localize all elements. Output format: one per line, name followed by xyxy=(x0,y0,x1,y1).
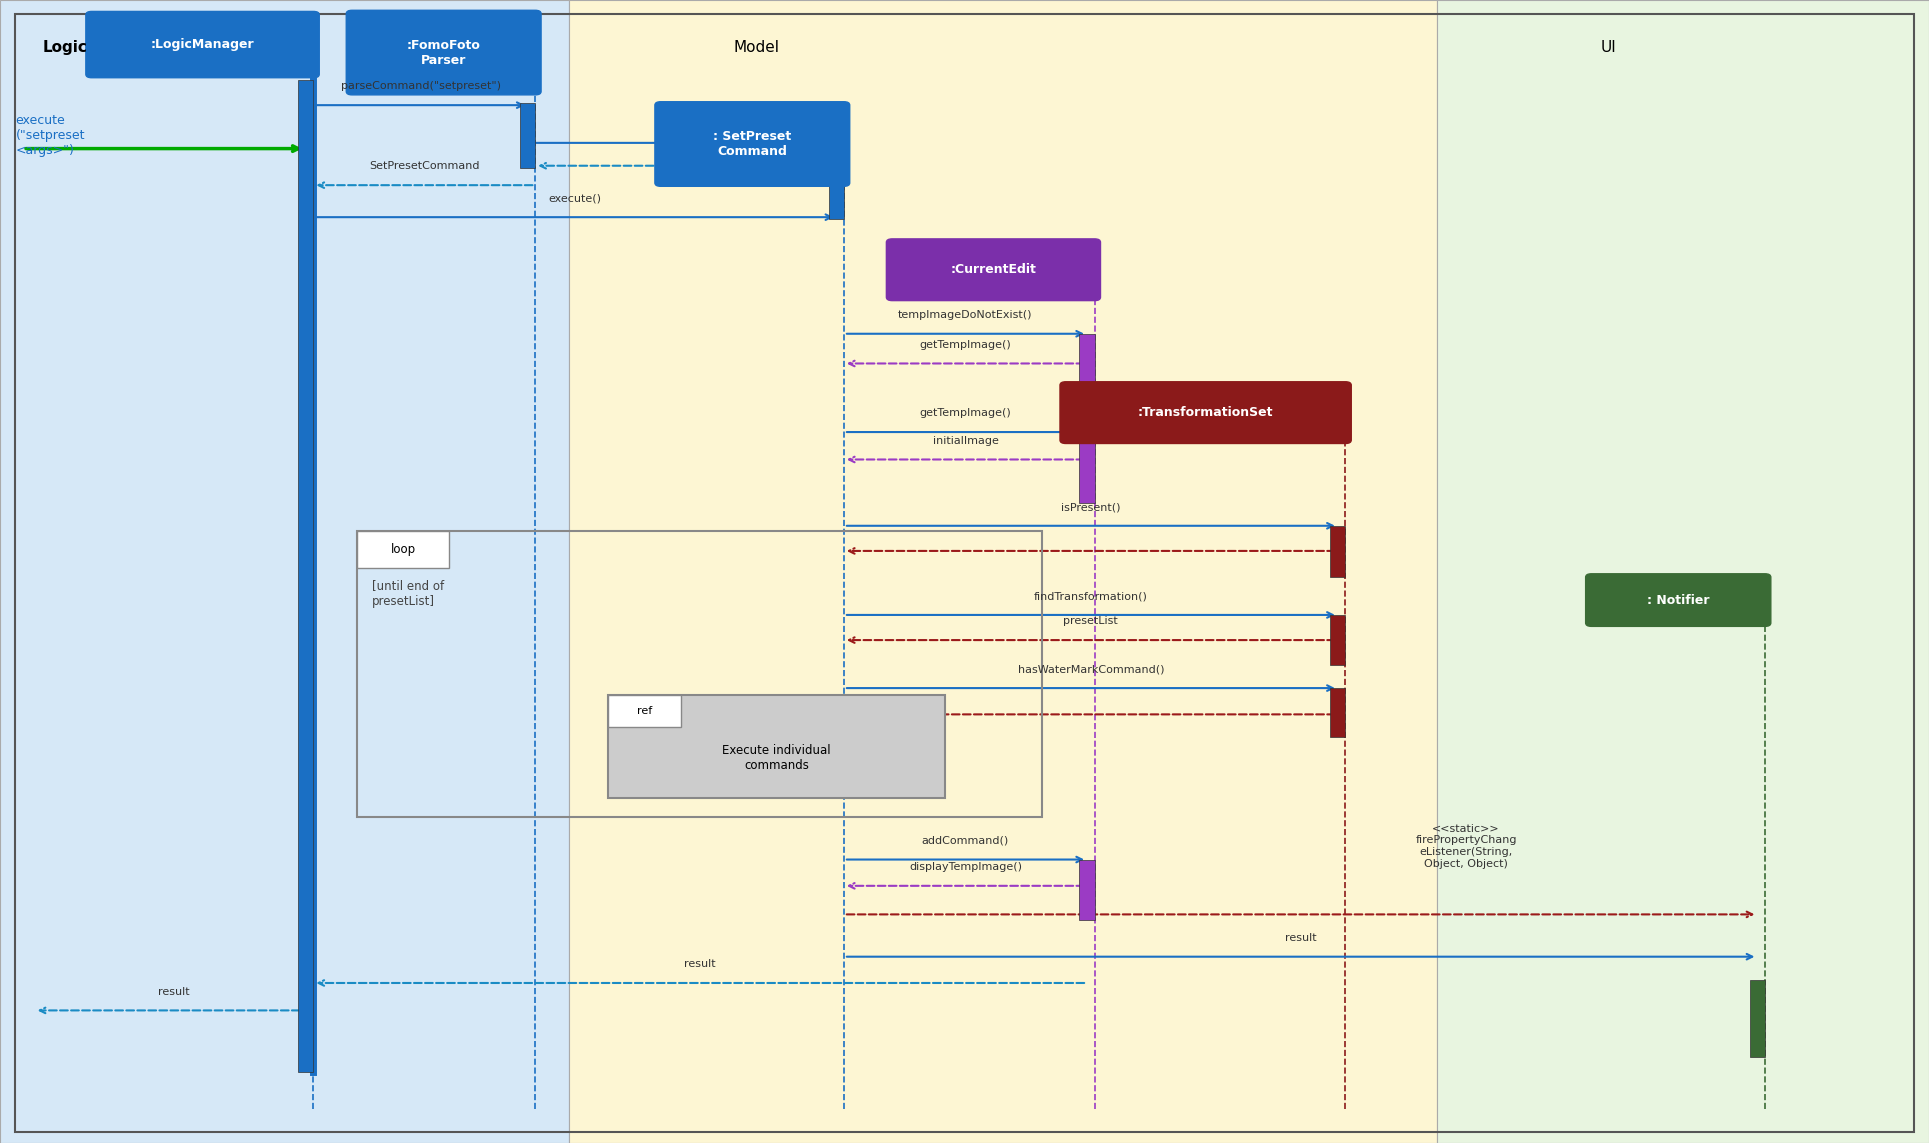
Text: initialImage: initialImage xyxy=(932,435,999,446)
Text: :CurrentEdit: :CurrentEdit xyxy=(951,263,1036,277)
Text: :FomoFoto
Parser: :FomoFoto Parser xyxy=(407,39,480,66)
Text: addCommand(): addCommand() xyxy=(922,836,1009,846)
Text: UI: UI xyxy=(1601,40,1617,55)
Text: hasWaterMarkCommand(): hasWaterMarkCommand() xyxy=(1019,664,1163,674)
FancyBboxPatch shape xyxy=(1586,574,1771,626)
Text: : Notifier: : Notifier xyxy=(1647,593,1709,607)
Text: findTransformation(): findTransformation() xyxy=(1034,591,1148,601)
Bar xyxy=(521,103,536,168)
Text: getTempImage(): getTempImage() xyxy=(920,339,1011,350)
Text: : SetPreset
Command: : SetPreset Command xyxy=(714,130,791,158)
Text: execute
("setpreset
<args>"): execute ("setpreset <args>") xyxy=(15,114,85,158)
Bar xyxy=(0,0,569,1143)
Text: Logic: Logic xyxy=(42,40,87,55)
Bar xyxy=(1437,0,1929,1143)
Text: getTempImage(): getTempImage() xyxy=(920,408,1011,418)
Bar xyxy=(357,531,449,568)
Text: :TransformationSet: :TransformationSet xyxy=(1138,406,1273,419)
Text: execute(): execute() xyxy=(548,193,602,203)
Text: ref: ref xyxy=(637,706,652,716)
Text: result: result xyxy=(685,959,716,969)
Text: :LogicManager: :LogicManager xyxy=(150,38,255,51)
Bar xyxy=(608,695,681,727)
Bar xyxy=(829,169,845,219)
Text: [until end of
presetList]: [until end of presetList] xyxy=(372,580,444,607)
Text: SetPresetCommand: SetPresetCommand xyxy=(368,161,480,171)
FancyBboxPatch shape xyxy=(1061,382,1350,443)
FancyBboxPatch shape xyxy=(347,10,540,95)
Text: parseCommand("setpreset"): parseCommand("setpreset") xyxy=(341,81,500,91)
Text: result: result xyxy=(1285,933,1316,943)
Bar xyxy=(1080,334,1096,409)
Text: displayTempImage(): displayTempImage() xyxy=(909,862,1022,872)
Bar xyxy=(1331,688,1346,737)
Bar xyxy=(608,695,945,798)
Bar xyxy=(1331,615,1346,665)
Text: tempImageDoNotExist(): tempImageDoNotExist() xyxy=(899,310,1032,320)
Bar xyxy=(297,80,312,1072)
Bar xyxy=(1331,526,1346,577)
Text: Execute individual
commands: Execute individual commands xyxy=(721,744,831,772)
Bar xyxy=(1080,432,1096,503)
FancyBboxPatch shape xyxy=(85,11,320,78)
Text: loop: loop xyxy=(390,543,417,557)
FancyBboxPatch shape xyxy=(656,102,849,186)
Text: presetList: presetList xyxy=(1063,616,1119,626)
Text: isPresent(): isPresent() xyxy=(1061,502,1121,512)
Text: result: result xyxy=(158,986,189,997)
Bar xyxy=(1080,860,1096,920)
Bar xyxy=(1750,980,1765,1057)
Bar xyxy=(569,0,1437,1143)
Text: Model: Model xyxy=(733,40,779,55)
Text: <<static>>
firePropertyChang
eListener(String,
Object, Object): <<static>> firePropertyChang eListener(S… xyxy=(1416,824,1516,869)
Bar xyxy=(357,531,1042,817)
FancyBboxPatch shape xyxy=(887,239,1100,301)
